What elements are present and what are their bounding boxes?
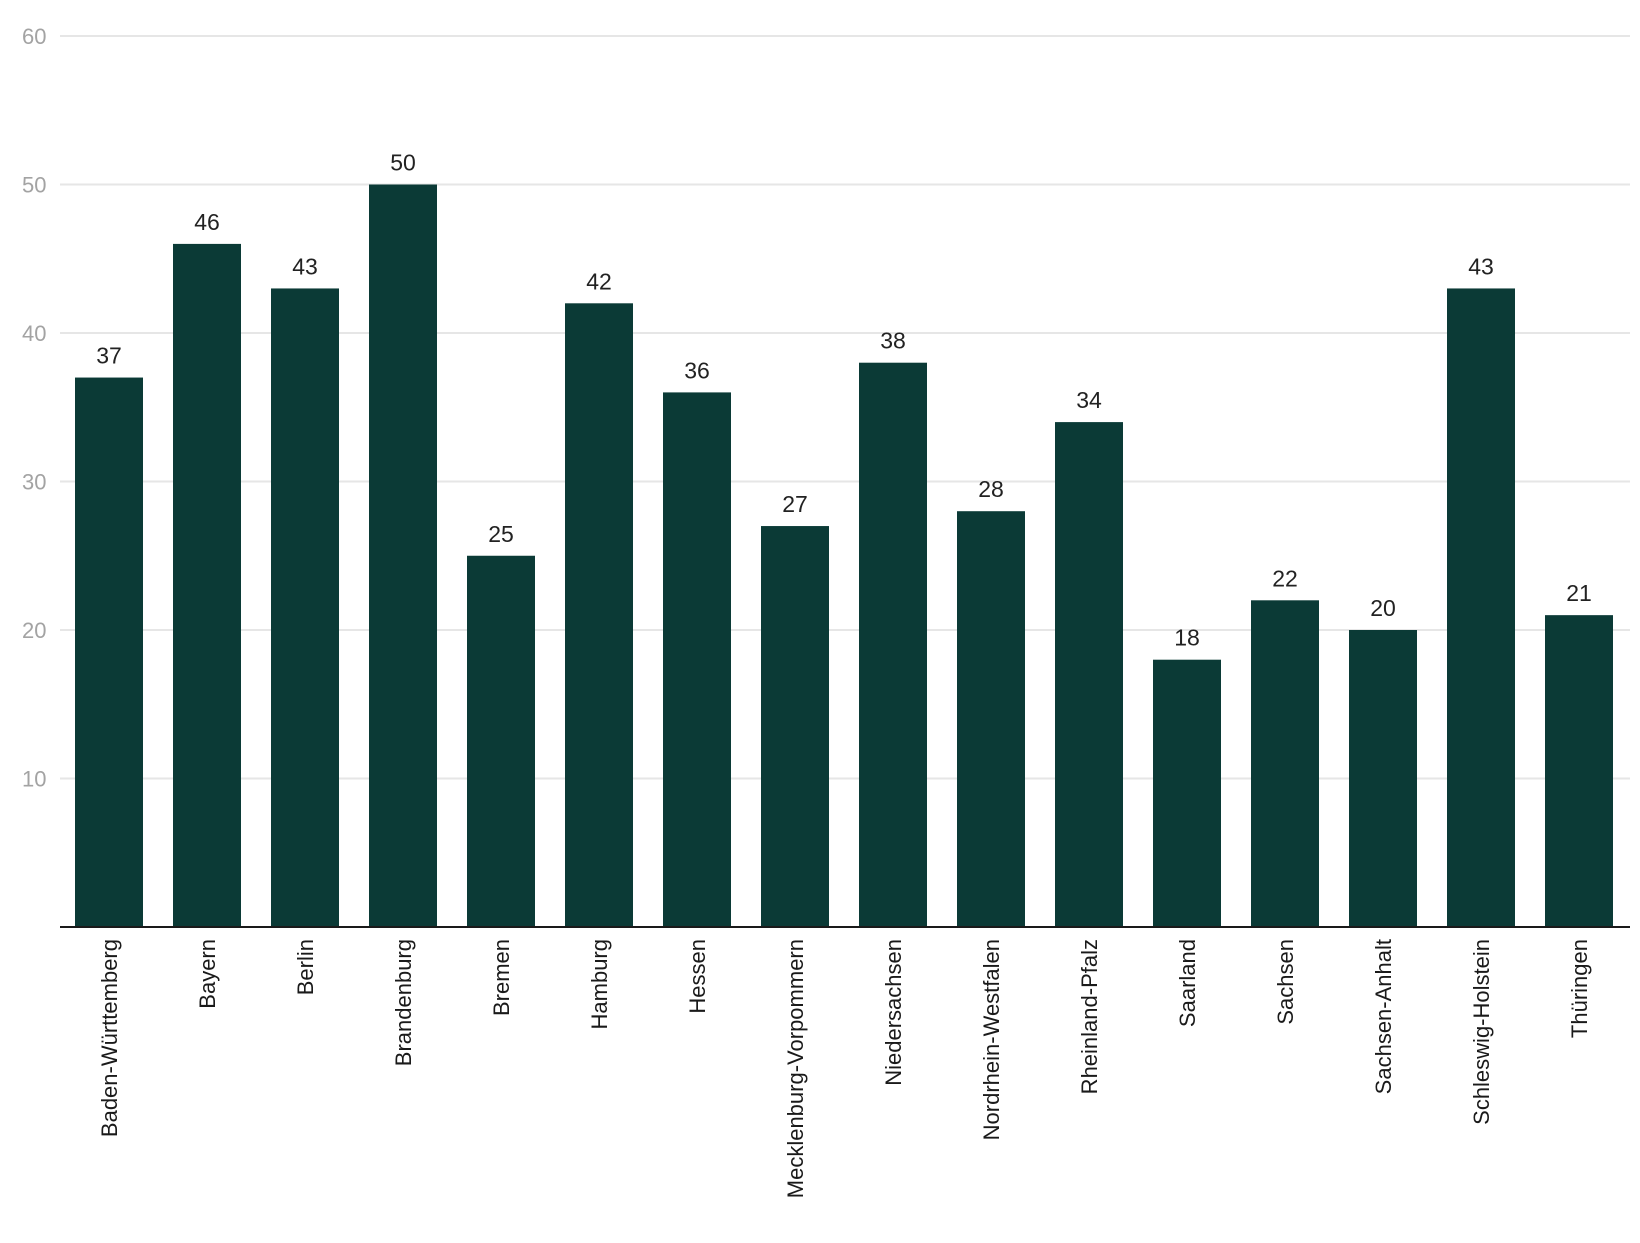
bar: [369, 184, 437, 927]
data-label: 21: [1566, 580, 1592, 606]
bar: [1251, 600, 1319, 927]
x-tick-label: Thüringen: [1567, 939, 1592, 1038]
data-label: 27: [782, 491, 808, 517]
bar: [1153, 659, 1221, 927]
data-label: 43: [1468, 253, 1494, 279]
y-tick-label: 60: [22, 24, 46, 49]
bar: [1349, 630, 1417, 927]
data-label: 18: [1174, 625, 1200, 651]
bar: [467, 555, 535, 927]
bars: [75, 184, 1613, 927]
x-tick-label: Baden-Württemberg: [97, 939, 122, 1137]
x-tick-label: Bayern: [195, 939, 220, 1009]
bar: [761, 526, 829, 927]
bar: [271, 288, 339, 927]
y-tick-label: 50: [22, 173, 46, 198]
x-tick-label: Mecklenburg-Vorpommern: [783, 939, 808, 1198]
x-tick-label: Berlin: [293, 939, 318, 995]
data-label: 25: [488, 521, 514, 547]
data-label: 36: [684, 357, 710, 383]
data-label: 28: [978, 476, 1004, 502]
data-label: 43: [292, 253, 318, 279]
bar: [75, 377, 143, 927]
x-tick-label: Hamburg: [587, 939, 612, 1029]
data-label: 34: [1076, 387, 1102, 413]
data-label: 38: [880, 328, 906, 354]
x-tick-label: Hessen: [685, 939, 710, 1014]
data-label: 20: [1370, 595, 1396, 621]
x-tick-label: Saarland: [1175, 939, 1200, 1027]
data-labels: 37 46 43 50 25 42 36 27 38 28 34 18 22 20 43 21: [96, 150, 1592, 651]
bar: [1447, 288, 1515, 927]
x-tick-label: Sachsen-Anhalt: [1371, 939, 1396, 1094]
bar: [1545, 615, 1613, 927]
data-label: 50: [390, 150, 416, 176]
y-axis-ticks: 10 20 30 40 50 60: [22, 24, 46, 792]
bar: [663, 392, 731, 927]
data-label: 22: [1272, 565, 1298, 591]
y-tick-label: 30: [22, 470, 46, 495]
x-tick-label: Bremen: [489, 939, 514, 1016]
x-tick-label: Schleswig-Holstein: [1469, 939, 1494, 1125]
data-label: 46: [194, 209, 220, 235]
bar: [859, 362, 927, 927]
x-tick-label: Sachsen: [1273, 939, 1298, 1025]
data-label: 37: [96, 343, 122, 369]
x-axis-ticks: Baden-Württemberg Bayern Berlin Brandenburg…: [97, 939, 1592, 1198]
data-label: 42: [586, 268, 612, 294]
bar: [565, 303, 633, 927]
x-tick-label: Nordrhein-Westfalen: [979, 939, 1004, 1140]
y-tick-label: 10: [22, 767, 46, 792]
bar: [173, 243, 241, 927]
y-tick-label: 40: [22, 321, 46, 346]
y-tick-label: 20: [22, 618, 46, 643]
bar: [1055, 422, 1123, 927]
x-tick-label: Niedersachsen: [881, 939, 906, 1086]
x-tick-label: Rheinland-Pfalz: [1077, 939, 1102, 1094]
bar: [957, 511, 1025, 927]
x-tick-label: Brandenburg: [391, 939, 416, 1066]
